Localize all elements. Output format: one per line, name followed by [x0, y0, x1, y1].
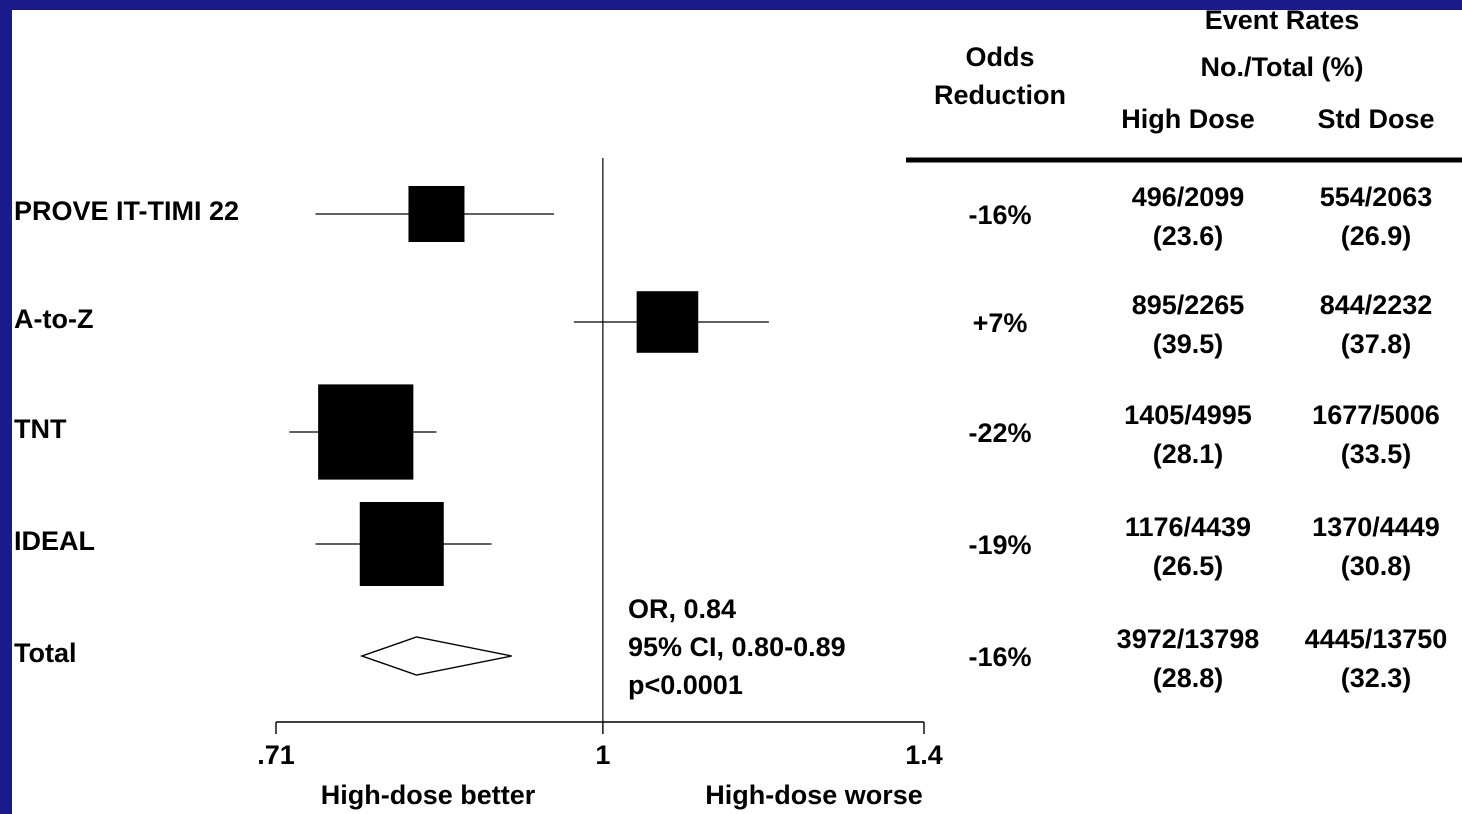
- std-dose-count: 1677/5006: [1312, 400, 1440, 430]
- header-event-rates: Event Rates: [1204, 5, 1360, 35]
- high-dose-count: 496/2099: [1131, 182, 1245, 212]
- high-dose-count: 895/2265: [1131, 290, 1245, 320]
- study-label: TNT: [14, 414, 67, 444]
- x-tick-label: 1.4: [905, 740, 943, 770]
- odds-reduction-value: +7%: [972, 308, 1028, 338]
- forest-plot-panel: .71 1 1.4 High-dose better High-dose worse PR…: [12, 5, 1462, 814]
- summary-stat-line: p<0.0001: [628, 670, 743, 700]
- header-reduction: Reduction: [934, 80, 1066, 110]
- std-dose-pct: (37.8): [1340, 329, 1412, 359]
- total-high-dose-count: 3972/13798: [1116, 624, 1260, 654]
- std-dose-count: 1370/4449: [1312, 512, 1440, 542]
- std-dose-count: 554/2063: [1319, 182, 1433, 212]
- high-dose-pct: (23.6): [1152, 221, 1224, 251]
- total-std-dose-count: 4445/13750: [1304, 624, 1448, 654]
- total-diamond: [359, 636, 512, 676]
- header-odds: Odds: [965, 42, 1035, 72]
- std-dose-pct: (33.5): [1340, 439, 1412, 469]
- high-dose-pct: (39.5): [1152, 329, 1224, 359]
- std-dose-pct: (30.8): [1340, 551, 1412, 581]
- total-high-dose-pct: (28.8): [1152, 663, 1224, 693]
- total-std-dose-pct: (32.3): [1340, 663, 1412, 693]
- high-dose-count: 1405/4995: [1124, 400, 1252, 430]
- x-tick-label: 1: [595, 740, 611, 770]
- study-point-estimate: [408, 186, 465, 242]
- header-high-dose: High Dose: [1121, 104, 1255, 134]
- study-point-estimate: [318, 384, 414, 480]
- study-label: PROVE IT-TIMI 22: [14, 196, 240, 226]
- odds-reduction-value: -19%: [968, 530, 1032, 560]
- odds-reduction-value: -16%: [968, 200, 1032, 230]
- std-dose-pct: (26.9): [1340, 221, 1412, 251]
- total-odds-reduction: -16%: [968, 642, 1032, 672]
- high-dose-pct: (28.1): [1152, 439, 1224, 469]
- study-point-estimate: [636, 291, 699, 353]
- x-tick-label: .71: [257, 740, 295, 770]
- study-label: A-to-Z: [14, 304, 94, 334]
- summary-stat-line: OR, 0.84: [628, 594, 737, 624]
- odds-reduction-value: -22%: [968, 418, 1032, 448]
- summary-stat-line: 95% CI, 0.80-0.89: [628, 632, 846, 662]
- header-std-dose: Std Dose: [1317, 104, 1435, 134]
- header-no-total: No./Total (%): [1200, 52, 1364, 82]
- high-dose-count: 1176/4439: [1124, 512, 1252, 542]
- study-point-estimate: [359, 502, 444, 586]
- x-axis-right-label: High-dose worse: [705, 780, 923, 810]
- total-label: Total: [14, 638, 77, 668]
- forest-plot-svg: [275, 157, 1462, 734]
- high-dose-pct: (26.5): [1152, 551, 1224, 581]
- std-dose-count: 844/2232: [1319, 290, 1433, 320]
- x-axis-left-label: High-dose better: [320, 780, 536, 810]
- study-label: IDEAL: [14, 526, 95, 556]
